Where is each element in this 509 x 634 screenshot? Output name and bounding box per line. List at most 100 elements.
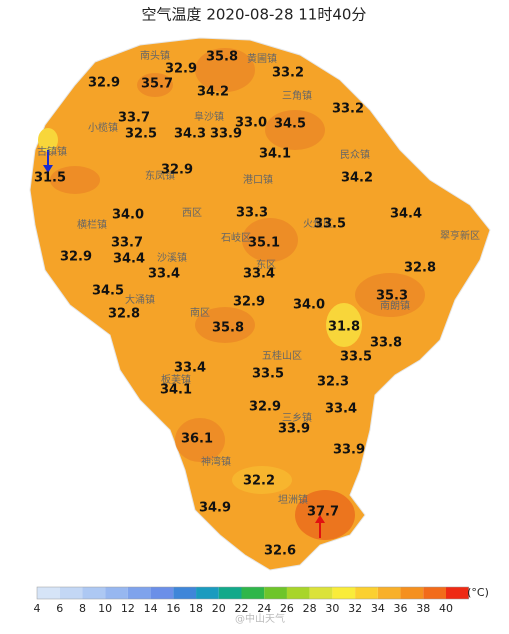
colorbar-cell [150,587,174,599]
temperature-label: 33.9 [333,443,365,458]
colorbar-tick-label: 30 [325,602,339,615]
temperature-label: 34.5 [92,284,124,299]
colorbar-cell [82,587,106,599]
colorbar-cell [173,587,197,599]
temperature-label: 33.0 [235,116,267,131]
colorbar-tick-label: 12 [121,602,135,615]
map-title: 空气温度 2020-08-28 11时40分 [142,6,367,24]
temperature-label: 32.9 [88,76,120,91]
temperature-label: 31.8 [328,320,360,335]
temperature-label: 34.2 [341,171,373,186]
place-name: 坦洲镇 [278,493,308,506]
cool-patches [38,128,362,494]
colorbar-cell [105,587,128,599]
colorbar-cell [400,587,424,599]
temperature-label: 34.0 [293,298,325,313]
temperature-label: 33.5 [252,367,284,382]
colorbar-tick-label: 28 [303,602,317,615]
temperature-label: 35.7 [141,77,173,92]
temperature-label: 33.4 [174,361,206,376]
place-name: 古镇镇 [37,145,67,158]
colorbar-tick-label: 6 [56,602,63,615]
temperature-label: 34.4 [113,252,145,267]
colorbar-tick-label: 10 [98,602,112,615]
colorbar-cell [264,587,287,599]
temperature-label: 31.5 [34,171,66,186]
colorbar-cell [446,587,469,599]
colorbar-tick-label: 20 [212,602,226,615]
temperature-label: 37.7 [307,505,339,520]
region-outline [29,37,491,571]
temperature-label: 33.2 [332,102,364,117]
temperature-label: 34.5 [274,117,306,132]
place-name: 石岐区 [221,231,251,244]
colorbar-cell [309,587,333,599]
colorbar-tick-label: 40 [439,602,453,615]
temperature-label: 33.3 [236,206,268,221]
temperature-label: 32.5 [125,127,157,142]
temperature-label: 35.3 [376,289,408,304]
temperature-label: 33.2 [272,66,304,81]
temperature-label: 32.6 [264,544,296,559]
place-name: 东凤镇 [145,169,175,182]
colorbar-cell [196,587,219,599]
temperature-label: 33.4 [243,267,275,282]
temperature-label: 34.2 [197,85,229,100]
place-name: 三乡镇 [282,411,312,424]
place-name: 神湾镇 [201,455,231,468]
colorbar-tick-label: 32 [348,602,362,615]
place-name: 翠亨新区 [440,229,480,242]
temperature-label: 34.1 [259,147,291,162]
temperature-label: 33.5 [340,350,372,365]
warm-patches [50,48,425,540]
temperature-label: 33.7 [111,236,143,251]
temperature-label: 32.9 [60,250,92,265]
temperature-label: 33.4 [148,267,180,282]
colorbar-cell [423,587,446,599]
colorbar-cell [59,587,83,599]
temperature-label: 32.8 [108,307,140,322]
place-name: 大涌镇 [125,293,155,306]
place-name: 南区 [190,306,210,319]
place-name: 横栏镇 [77,218,107,231]
place-name: 南朗镇 [380,299,410,312]
temperature-label: 34.4 [390,207,422,222]
temperature-label: 34.9 [199,501,231,516]
temperature-label: 33.4 [325,402,357,417]
temperature-label: 34.3 [174,127,206,142]
place-name: 民众镇 [340,148,370,161]
colorbar-tick-label: 8 [79,602,86,615]
temperature-label: 35.8 [206,50,238,65]
place-name: 板芙镇 [161,373,191,386]
temperature-label: 32.9 [249,400,281,415]
temperature-label: 33.9 [278,422,310,437]
temperature-label: 32.9 [165,62,197,77]
place-name: 南头镇 [140,49,170,62]
temperature-label: 32.9 [233,295,265,310]
colorbar-cell [127,587,151,599]
temperature-label: 34.1 [160,383,192,398]
temperature-label: 32.3 [317,375,349,390]
colorbar-tick-label: 14 [144,602,158,615]
colorbar-cell [286,587,310,599]
colorbar-cell [37,587,60,599]
colorbar-cell [332,587,356,599]
colorbar-frame [36,586,469,600]
place-name: 港口镇 [243,173,273,186]
place-name: 火炬区 [303,217,333,230]
place-name: 阜沙镇 [194,110,224,123]
place-name: 三角镇 [282,89,312,102]
colorbar-tick-label: 22 [235,602,249,615]
temperature-label: 35.8 [212,321,244,336]
colorbar-cell [218,587,242,599]
temperature-label: 32.8 [404,261,436,276]
colorbar-tick-label: 34 [371,602,385,615]
temperature-label: 35.1 [248,236,280,251]
colorbar-cell [241,587,265,599]
place-name: 东区 [256,258,276,271]
arrows [43,150,325,538]
colorbar-tick-label: 26 [280,602,294,615]
colorbar-cell [355,587,378,599]
